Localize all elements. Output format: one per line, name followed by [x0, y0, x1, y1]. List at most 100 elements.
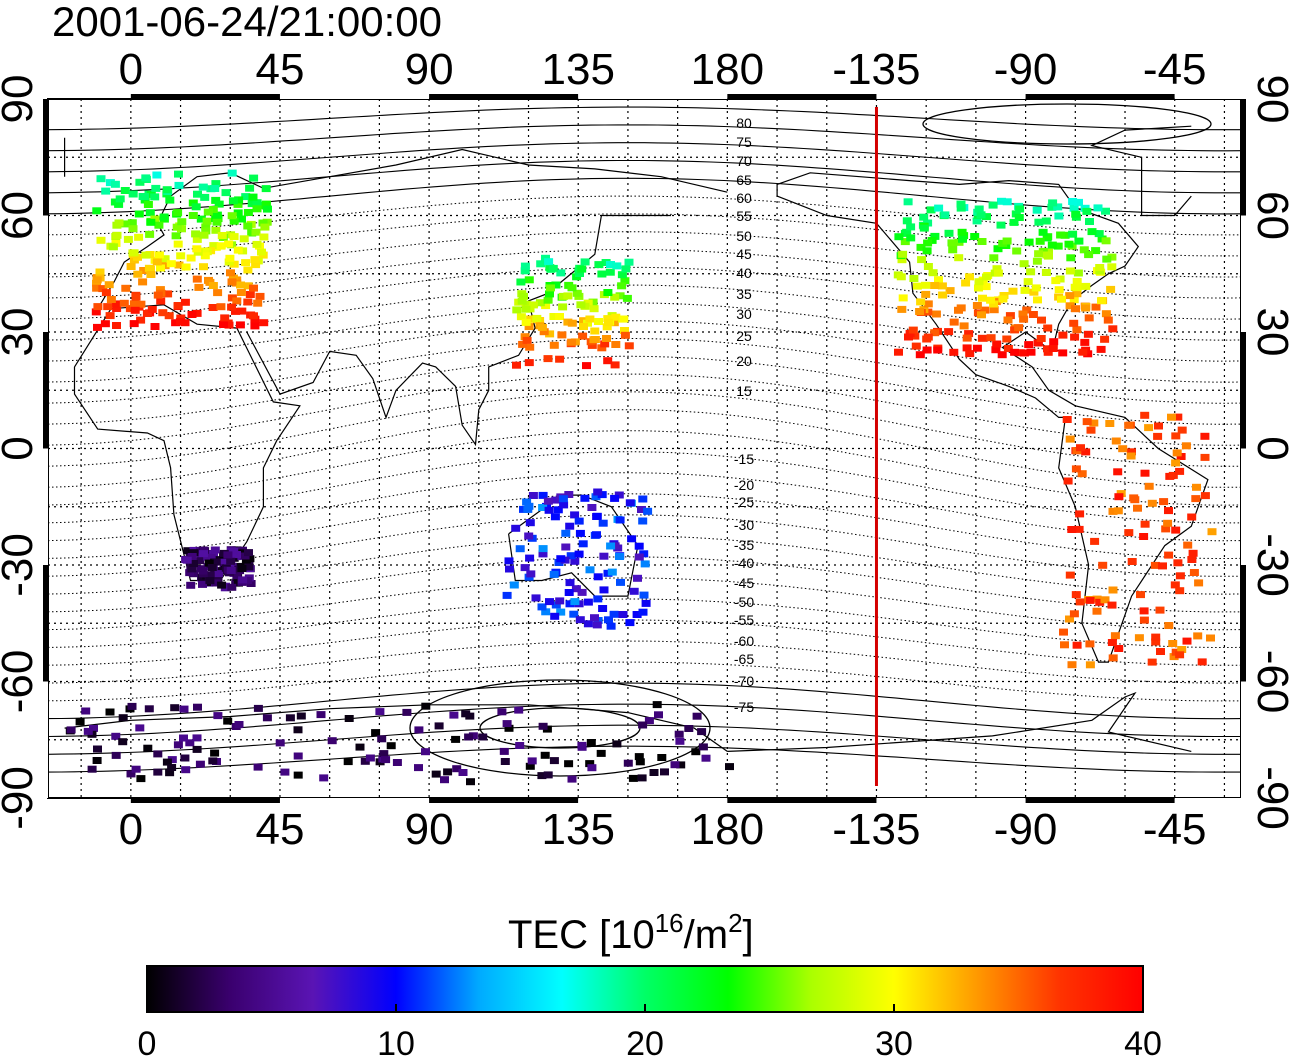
tec-point — [414, 726, 424, 734]
contour-label: 55 — [736, 208, 752, 224]
tec-point — [1054, 212, 1064, 220]
tec-point — [515, 742, 525, 749]
tec-point — [217, 232, 227, 239]
tec-point — [327, 737, 337, 745]
tec-point — [1020, 286, 1030, 294]
tec-point — [189, 560, 198, 567]
tec-point — [449, 711, 459, 719]
tec-point — [182, 556, 192, 564]
tec-point — [1140, 411, 1150, 419]
tec-point — [1074, 237, 1084, 245]
tec-point — [431, 770, 441, 778]
tec-point — [1035, 237, 1045, 245]
tec-point — [180, 319, 190, 327]
tec-point — [1192, 483, 1201, 491]
tec-point — [551, 496, 561, 504]
frame-ticks — [43, 94, 1292, 803]
tec-point — [541, 302, 551, 310]
tec-point — [1026, 268, 1036, 276]
tec-point — [1101, 237, 1111, 245]
tec-point — [524, 276, 534, 284]
tec-point — [1069, 610, 1079, 618]
tec-point — [402, 708, 412, 716]
tec-point — [1147, 499, 1157, 507]
tec-point — [1022, 306, 1032, 314]
frame-tick — [43, 215, 48, 332]
tec-point — [227, 278, 237, 286]
tec-point — [546, 284, 555, 292]
tec-point — [185, 569, 195, 577]
tec-point — [128, 225, 138, 233]
tec-point — [1108, 586, 1118, 594]
tec-point — [120, 220, 130, 228]
tec-point — [166, 260, 176, 268]
tec-point — [948, 239, 958, 247]
tec-point — [1107, 263, 1117, 271]
tec-point — [1069, 319, 1079, 327]
tec-point — [1019, 349, 1029, 357]
tec-point — [674, 730, 684, 738]
tec-point — [237, 565, 247, 572]
tec-point — [1187, 513, 1197, 521]
tec-point — [527, 757, 537, 765]
tec-point — [1175, 467, 1185, 475]
tec-point — [296, 712, 306, 720]
tec-point — [192, 235, 202, 243]
tec-point — [972, 217, 982, 225]
tec-point — [112, 322, 121, 329]
tec-point — [1047, 203, 1057, 211]
frame-tick — [1241, 99, 1246, 216]
tec-point — [500, 758, 510, 765]
tec-point — [519, 292, 528, 300]
tec-point — [558, 303, 568, 311]
tec-point — [1164, 507, 1173, 515]
tec-point — [1026, 348, 1036, 356]
tec-point — [478, 733, 488, 741]
tec-point — [589, 336, 599, 344]
tec-point — [197, 574, 207, 581]
tec-point — [537, 323, 547, 331]
tec-point — [241, 559, 251, 567]
tec-point — [1081, 304, 1091, 312]
coastline — [776, 172, 1209, 663]
tec-point — [1095, 267, 1105, 275]
tec-point — [355, 743, 365, 751]
tec-point — [902, 228, 912, 236]
tec-point — [258, 219, 268, 227]
tec-point — [974, 284, 983, 292]
tec-point — [1044, 252, 1053, 260]
frame-tick — [43, 99, 48, 216]
contour-line — [48, 177, 1241, 215]
tec-point — [468, 732, 478, 740]
tec-point — [948, 246, 958, 254]
tec-point — [106, 296, 116, 303]
tec-point — [606, 622, 616, 630]
tec-point — [1140, 469, 1150, 477]
tec-point — [619, 315, 629, 323]
frame-tick — [279, 94, 430, 99]
tec-point — [603, 357, 613, 365]
frame-tick — [578, 798, 728, 803]
tec-point — [596, 749, 606, 757]
tec-point — [543, 771, 553, 779]
tec-point — [900, 238, 910, 246]
tec-point — [192, 734, 202, 742]
tec-point — [1048, 199, 1058, 207]
tec-point — [186, 581, 196, 589]
coastline — [246, 214, 671, 447]
frame-tick — [876, 798, 1026, 803]
tec-point — [89, 724, 98, 732]
tec-point — [621, 265, 631, 273]
longitude-tick-label: 180 — [691, 45, 764, 94]
tec-point — [915, 351, 925, 359]
tec-point — [611, 341, 621, 348]
tec-point — [578, 540, 588, 548]
tec-point — [208, 282, 218, 289]
tec-point — [1094, 230, 1104, 238]
tec-point — [136, 316, 146, 324]
tec-point — [993, 269, 1003, 277]
coastline — [63, 125, 1192, 217]
tec-point — [537, 772, 547, 780]
tec-point — [516, 278, 526, 286]
tec-point — [585, 760, 595, 768]
